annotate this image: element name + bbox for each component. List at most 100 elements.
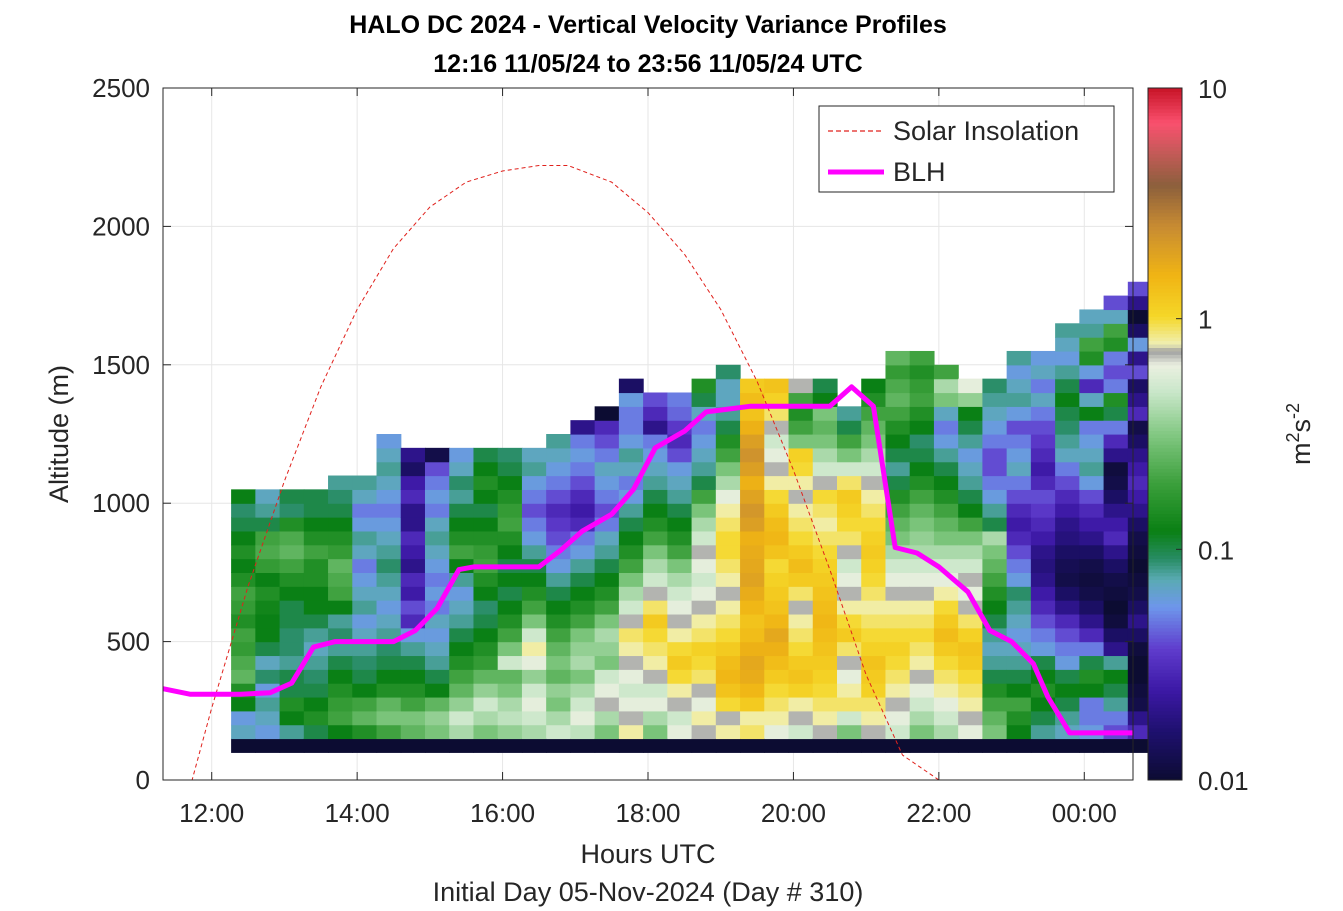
heatmap-cell bbox=[1006, 544, 1032, 560]
heatmap-cell bbox=[1030, 738, 1056, 753]
heatmap-cell bbox=[691, 669, 717, 684]
heatmap-cell bbox=[473, 683, 499, 698]
heatmap-cell bbox=[279, 738, 305, 753]
heatmap-cell bbox=[352, 627, 378, 643]
heatmap-cell bbox=[691, 434, 717, 449]
colorbar-band bbox=[1148, 385, 1182, 390]
legend-solar-label: Solar Insolation bbox=[893, 116, 1079, 146]
heatmap-cell bbox=[643, 655, 668, 670]
heatmap-cell bbox=[788, 420, 814, 435]
heatmap-cell bbox=[885, 489, 911, 504]
heatmap-cell bbox=[1055, 337, 1080, 352]
heatmap-cell bbox=[594, 558, 620, 573]
heatmap-cell bbox=[255, 544, 281, 560]
heatmap-cell bbox=[521, 683, 547, 698]
heatmap-cell bbox=[449, 655, 475, 670]
heatmap-cell bbox=[909, 392, 935, 407]
heatmap-cell bbox=[1030, 613, 1056, 629]
colorbar-band bbox=[1148, 485, 1182, 490]
colorbar-band bbox=[1148, 354, 1182, 359]
colorbar-tick-label: 1 bbox=[1198, 305, 1212, 335]
heatmap-cell bbox=[764, 517, 790, 532]
colorbar-band bbox=[1148, 565, 1182, 570]
heatmap-cell bbox=[1103, 461, 1129, 477]
heatmap-cell bbox=[400, 641, 426, 657]
colorbar-band bbox=[1148, 292, 1182, 297]
heatmap-cell bbox=[715, 378, 741, 394]
colorbar-band bbox=[1148, 233, 1182, 238]
heatmap-cell bbox=[1127, 669, 1153, 684]
heatmap-cell bbox=[861, 544, 887, 560]
colorbar-band bbox=[1148, 281, 1182, 286]
heatmap-cell bbox=[521, 489, 547, 504]
heatmap-cell bbox=[909, 420, 935, 435]
heatmap-cell bbox=[861, 503, 887, 518]
heatmap-cell bbox=[618, 600, 644, 615]
heatmap-cell bbox=[570, 641, 596, 657]
heatmap-cell bbox=[715, 447, 741, 463]
colorbar-band bbox=[1148, 295, 1182, 300]
heatmap-cell bbox=[449, 738, 475, 753]
blh-line bbox=[162, 384, 1133, 736]
heatmap-cell bbox=[497, 669, 523, 684]
heatmap-cell bbox=[231, 641, 256, 657]
heatmap-cell bbox=[1079, 641, 1105, 657]
variance-heatmap bbox=[231, 267, 1177, 753]
heatmap-cell bbox=[497, 544, 523, 560]
heatmap-cell bbox=[424, 669, 450, 684]
colorbar-band bbox=[1148, 506, 1182, 511]
heatmap-cell bbox=[885, 724, 911, 740]
heatmap-cell bbox=[933, 586, 959, 601]
heatmap-cell bbox=[473, 669, 499, 684]
colorbar-band bbox=[1148, 344, 1182, 348]
colorbar-band bbox=[1148, 222, 1182, 227]
heatmap-cell bbox=[1006, 558, 1032, 573]
heatmap-cell bbox=[885, 378, 911, 394]
heatmap-cell bbox=[400, 572, 426, 587]
heatmap-cell bbox=[958, 572, 984, 587]
heatmap-cell bbox=[1079, 627, 1105, 643]
heatmap-cell bbox=[837, 517, 862, 532]
colorbar-band bbox=[1148, 278, 1182, 283]
heatmap-cell bbox=[885, 434, 911, 449]
heatmap-cell bbox=[497, 489, 523, 504]
heatmap-cell bbox=[667, 503, 693, 518]
heatmap-cell bbox=[643, 683, 668, 698]
heatmap-cell bbox=[643, 544, 668, 560]
heatmap-cell bbox=[570, 600, 596, 615]
heatmap-cell bbox=[449, 461, 475, 477]
heatmap-cell bbox=[861, 475, 887, 490]
heatmap-cell bbox=[279, 489, 305, 504]
heatmap-cell bbox=[521, 475, 547, 490]
colorbar-band bbox=[1148, 755, 1182, 760]
heatmap-cell bbox=[715, 461, 741, 477]
heatmap-cell bbox=[667, 558, 693, 573]
heatmap-cell bbox=[909, 669, 935, 684]
colorbar-band bbox=[1148, 482, 1182, 487]
heatmap-cell bbox=[667, 600, 693, 615]
heatmap-cell bbox=[546, 710, 572, 726]
heatmap-cell bbox=[1006, 724, 1032, 740]
heatmap-cell bbox=[1127, 544, 1153, 560]
colorbar-band bbox=[1148, 613, 1182, 618]
x-axis-sublabel: Initial Day 05-Nov-2024 (Day # 310) bbox=[433, 877, 864, 907]
heatmap-cell bbox=[352, 489, 378, 504]
heatmap-cell bbox=[1127, 558, 1153, 573]
heatmap-cell bbox=[231, 503, 256, 518]
heatmap-cell bbox=[691, 489, 717, 504]
colorbar-band bbox=[1148, 617, 1182, 622]
heatmap-cell bbox=[546, 447, 572, 463]
heatmap-cell bbox=[958, 475, 984, 490]
colorbar-band bbox=[1148, 333, 1182, 338]
heatmap-cell bbox=[1103, 337, 1129, 352]
heatmap-cell bbox=[255, 503, 281, 518]
heatmap-cell bbox=[933, 613, 959, 629]
heatmap-cell bbox=[1006, 600, 1032, 615]
colorbar-band bbox=[1148, 683, 1182, 688]
heatmap-cell bbox=[473, 572, 499, 587]
heatmap-cell bbox=[1103, 309, 1129, 324]
heatmap-cell bbox=[1127, 641, 1153, 657]
colorbar-band bbox=[1148, 600, 1182, 605]
colorbar-band bbox=[1148, 427, 1182, 432]
heatmap-cell bbox=[570, 544, 596, 560]
